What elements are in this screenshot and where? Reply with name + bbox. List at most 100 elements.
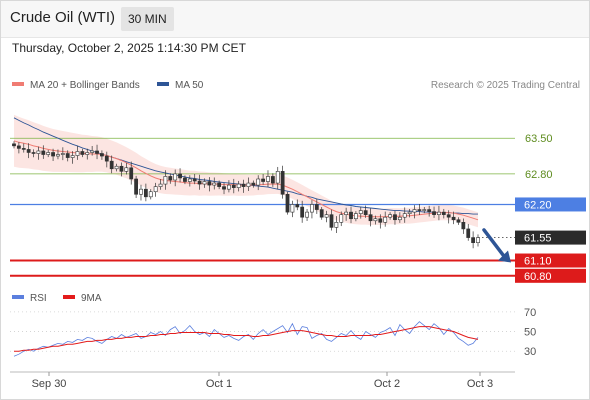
- candle-body-18: [100, 154, 103, 157]
- candle-body-92: [462, 222, 465, 229]
- candle-body-72: [364, 211, 367, 215]
- candle-body-24: [130, 168, 133, 179]
- x-tick-label-1: Oct 1: [206, 378, 232, 390]
- candle-body-74: [374, 219, 377, 221]
- candle-body-11: [66, 154, 69, 158]
- candle-body-39: [203, 182, 206, 185]
- candle-body-58: [296, 204, 299, 207]
- candle-body-19: [105, 156, 108, 161]
- candle-body-13: [76, 151, 79, 155]
- candle-body-14: [81, 151, 84, 154]
- candle-body-12: [71, 156, 74, 158]
- candle-body-87: [437, 212, 440, 215]
- level-label-61.10: 61.10: [524, 256, 552, 268]
- candle-body-93: [467, 229, 470, 238]
- rsi-series-9ma: [14, 327, 478, 352]
- candle-body-46: [237, 184, 240, 188]
- rsi-tick-50: 50: [524, 327, 536, 339]
- candle-body-71: [359, 211, 362, 214]
- candle-body-20: [110, 161, 113, 169]
- candle-body-29: [154, 187, 157, 192]
- candle-body-55: [281, 171, 284, 194]
- projection-arrow-shaft: [484, 230, 505, 258]
- candle-body-25: [135, 179, 138, 194]
- candle-body-78: [393, 215, 396, 220]
- candle-body-30: [159, 184, 162, 187]
- candle-body-4: [32, 152, 35, 153]
- candle-body-90: [452, 217, 455, 220]
- candle-body-16: [91, 151, 94, 153]
- candle-body-62: [315, 204, 318, 209]
- candle-body-35: [183, 178, 186, 182]
- candle-body-70: [354, 214, 357, 219]
- candle-body-2: [22, 148, 25, 149]
- candle-body-40: [208, 182, 211, 186]
- candle-body-54: [276, 171, 279, 183]
- candle-body-88: [442, 212, 445, 215]
- candle-body-50: [257, 179, 260, 185]
- candle-body-17: [95, 151, 98, 154]
- candle-body-56: [286, 194, 289, 212]
- candle-body-80: [403, 214, 406, 218]
- candle-body-51: [261, 179, 264, 182]
- candle-body-43: [222, 187, 225, 190]
- candle-body-91: [457, 220, 460, 223]
- rsi-tick-30: 30: [524, 346, 536, 358]
- candle-body-15: [86, 152, 89, 154]
- candle-body-32: [169, 176, 172, 180]
- x-tick-label-0: Sep 30: [32, 378, 67, 390]
- last-price-label: 61.55: [524, 233, 552, 245]
- candle-body-37: [193, 179, 196, 181]
- candle-body-49: [252, 183, 255, 185]
- candle-body-63: [320, 210, 323, 218]
- candle-body-81: [408, 212, 411, 214]
- candle-body-94: [472, 238, 475, 243]
- candle-body-76: [384, 217, 387, 222]
- x-tick-label-2: Oct 2: [374, 378, 400, 390]
- candle-body-31: [164, 176, 167, 184]
- candle-body-27: [144, 189, 147, 197]
- candle-body-3: [27, 149, 30, 152]
- rsi-tick-70: 70: [524, 307, 536, 319]
- candle-body-84: [423, 210, 426, 211]
- candle-body-53: [271, 176, 274, 183]
- candle-body-5: [37, 151, 40, 154]
- candle-body-59: [301, 207, 304, 217]
- candle-body-9: [56, 155, 59, 157]
- level-label-63.50: 63.50: [525, 133, 553, 145]
- candle-body-67: [340, 215, 343, 223]
- candle-body-95: [476, 238, 479, 243]
- candle-body-47: [242, 184, 245, 187]
- candle-body-64: [325, 215, 328, 218]
- candle-body-1: [17, 146, 20, 149]
- candle-body-34: [178, 174, 181, 178]
- candle-body-45: [232, 185, 235, 188]
- candle-body-57: [291, 204, 294, 212]
- candle-body-68: [345, 212, 348, 215]
- candle-body-21: [115, 166, 118, 169]
- candle-body-66: [335, 222, 338, 227]
- candle-body-60: [305, 212, 308, 217]
- candle-body-22: [120, 166, 123, 171]
- candle-body-0: [12, 144, 15, 146]
- candle-body-48: [247, 183, 250, 187]
- candle-body-7: [47, 152, 50, 154]
- x-tick-label-3: Oct 3: [467, 378, 493, 390]
- candle-body-82: [413, 210, 416, 213]
- candle-body-28: [149, 192, 152, 197]
- candle-body-79: [398, 217, 401, 220]
- bollinger-band: [14, 115, 478, 227]
- candle-body-36: [188, 179, 191, 182]
- candle-body-69: [349, 212, 352, 219]
- candle-body-86: [432, 212, 435, 215]
- candle-body-85: [428, 210, 431, 212]
- candle-body-38: [198, 181, 201, 184]
- candle-body-83: [418, 210, 421, 211]
- candle-body-10: [61, 154, 64, 155]
- candle-body-65: [330, 215, 333, 228]
- level-label-62.80: 62.80: [525, 169, 553, 181]
- candle-body-33: [174, 174, 177, 180]
- candle-body-75: [379, 219, 382, 223]
- candle-body-77: [388, 215, 391, 218]
